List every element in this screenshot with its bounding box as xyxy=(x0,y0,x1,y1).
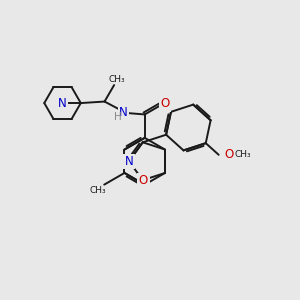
Text: N: N xyxy=(140,178,149,191)
Text: O: O xyxy=(138,174,147,187)
Text: CH₃: CH₃ xyxy=(235,150,252,159)
Text: H: H xyxy=(114,112,122,122)
Text: N: N xyxy=(124,155,134,168)
Text: N: N xyxy=(58,97,67,110)
Text: O: O xyxy=(225,148,234,161)
Text: CH₃: CH₃ xyxy=(89,185,106,195)
Text: N: N xyxy=(119,106,128,119)
Text: O: O xyxy=(160,98,170,110)
Text: CH₃: CH₃ xyxy=(109,74,125,83)
